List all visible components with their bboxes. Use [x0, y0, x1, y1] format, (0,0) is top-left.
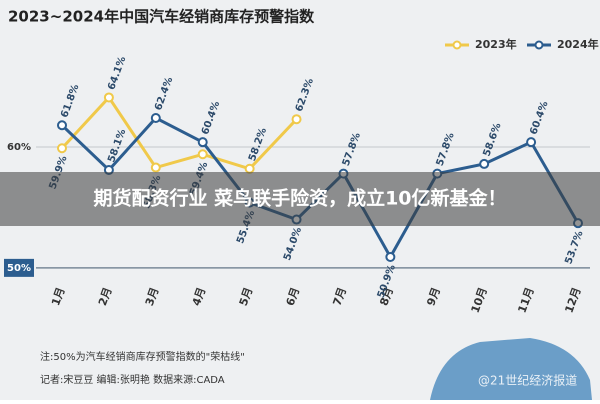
watermark: @21世纪经济报道 — [478, 373, 577, 388]
chart-title: 2023~2024年中国汽车经销商库存预警指数 — [8, 8, 315, 26]
x-tick-label: 4月 — [190, 286, 209, 308]
legend-label: 2024年 — [557, 37, 599, 51]
data-point — [244, 163, 255, 174]
data-point — [150, 113, 161, 124]
tick-label-box — [4, 258, 34, 277]
overlay-text: 期货配资行业 菜鸟联手险资，成立10亿新基金！ — [93, 187, 506, 210]
y-tick-label: 50% — [7, 263, 31, 274]
plot-area: 50%60%1月2月3月4月5月6月7月8月9月10月11月12月59.9%64… — [4, 37, 599, 315]
series-line — [60, 95, 298, 171]
data-point — [57, 143, 67, 154]
car-illustration — [430, 338, 592, 400]
data-point — [150, 162, 161, 173]
x-tick-label: 9月 — [424, 286, 443, 308]
x-tick-label: 1月 — [49, 286, 68, 308]
x-tick-label: 5月 — [237, 286, 256, 308]
data-point — [291, 114, 302, 125]
data-point — [103, 92, 114, 103]
data-point — [479, 158, 490, 169]
note: 注:50%为汽车经销商库存预警指数的"荣枯线" — [40, 350, 245, 363]
data-point — [197, 137, 208, 148]
data-point — [57, 120, 67, 131]
y-tick-label: 60% — [7, 142, 31, 153]
note: 记者:宋豆豆 编辑:张明艳 数据来源:CADA — [40, 373, 225, 386]
x-tick-label: 2月 — [96, 286, 115, 308]
legend-label: 2023年 — [475, 37, 517, 51]
x-tick-label: 6月 — [284, 286, 303, 308]
overlay-band — [0, 172, 600, 226]
x-tick-label: 3月 — [143, 286, 162, 308]
legend-marker — [534, 40, 544, 50]
x-tick-label: 7月 — [330, 286, 349, 308]
data-point — [385, 251, 396, 262]
data-point — [197, 149, 208, 160]
x-tick-label: 8月 — [377, 286, 396, 308]
legend-marker — [452, 40, 462, 50]
data-point — [526, 137, 537, 148]
